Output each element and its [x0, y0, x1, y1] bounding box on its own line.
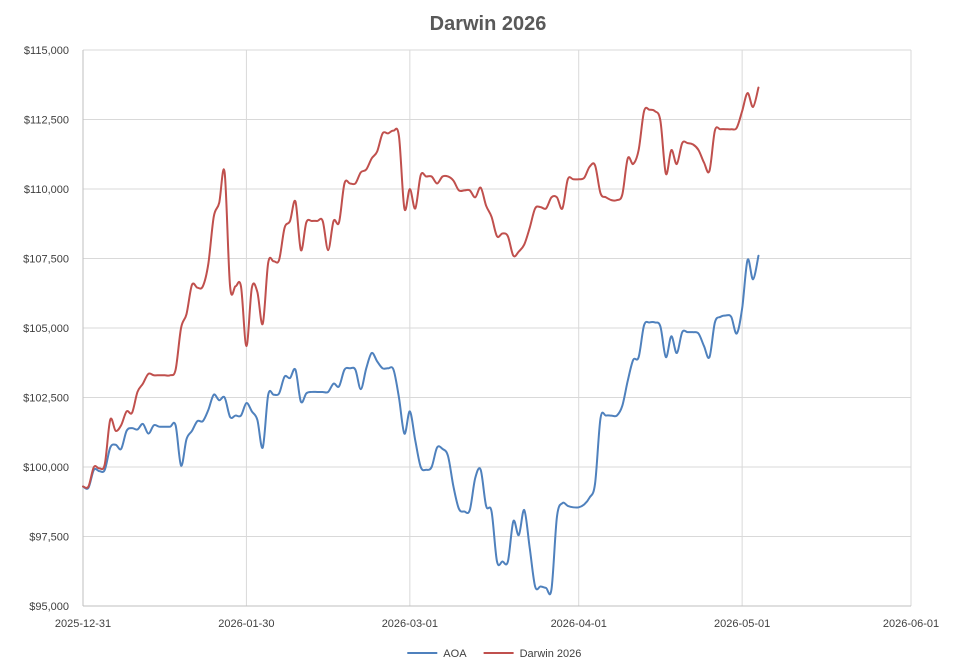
x-tick-label: 2026-06-01 [883, 618, 939, 630]
series-line-aoa [82, 254, 760, 596]
y-tick-label: $107,500 [23, 254, 69, 266]
y-tick-label: $102,500 [23, 393, 69, 405]
x-tick-label: 2025-12-31 [55, 618, 111, 630]
y-tick-label: $112,500 [24, 115, 69, 127]
y-tick-label: $95,000 [29, 601, 69, 613]
y-tick-label: $105,000 [23, 323, 69, 335]
x-tick-label: 2026-01-30 [218, 618, 274, 630]
y-tick-label: $110,000 [24, 184, 69, 196]
legend: AOA Darwin 2026 [407, 648, 581, 660]
legend-label-aoa: AOA [443, 648, 467, 660]
x-tick-label: 2026-03-01 [382, 618, 438, 630]
x-tick-label: 2026-04-01 [551, 618, 607, 630]
legend-label-darwin-2026: Darwin 2026 [520, 648, 582, 660]
gridlines [83, 49, 912, 607]
y-tick-label: $100,000 [23, 462, 69, 474]
chart-title: Darwin 2026 [430, 13, 547, 35]
series-lines [82, 86, 760, 596]
y-tick-label: $115,000 [24, 45, 69, 57]
series-line-darwin-2026 [82, 86, 760, 489]
x-axis: 2025-12-31 2026-01-30 2026-03-01 2026-04-01… [55, 605, 939, 630]
y-tick-label: $97,500 [29, 532, 69, 544]
y-axis: $95,000 $97,500 $100,000 $102,500 $105,000 $1… [23, 45, 84, 613]
x-tick-label: 2026-05-01 [714, 618, 770, 630]
